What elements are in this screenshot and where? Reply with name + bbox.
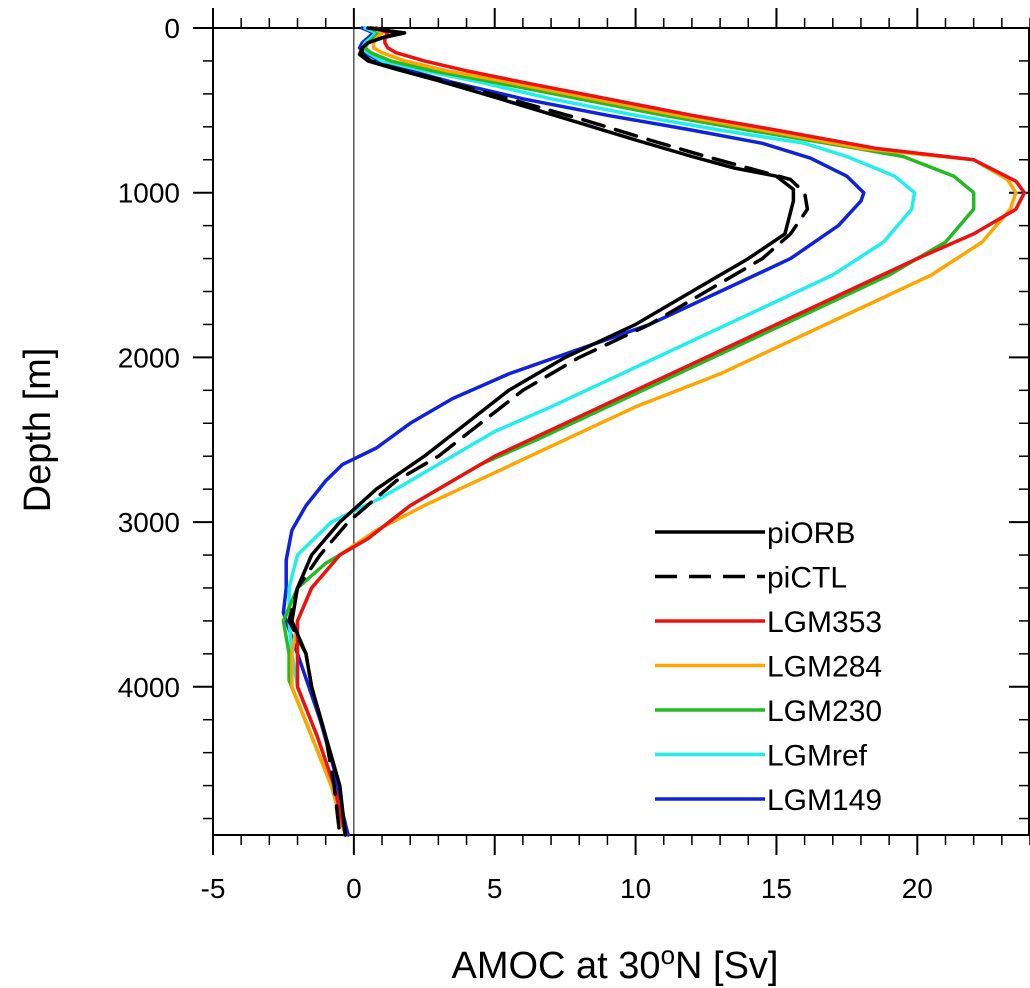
y-tick-label: 1000	[118, 178, 180, 209]
legend-label-lgm230: LGM230	[767, 695, 882, 728]
legend: piORB piCTL LGM353 LGM284 LGM230 LGMref LGM149	[655, 517, 882, 817]
legend-label-piorb: piORB	[767, 517, 855, 550]
series-line-lgm353	[295, 26, 1027, 837]
y-tick-label: 4000	[118, 672, 180, 703]
legend-label-lgmref: LGMref	[767, 740, 868, 773]
axis-ticks	[193, 8, 1030, 855]
series-layer	[281, 26, 1027, 837]
x-tick-label: 20	[902, 873, 933, 904]
y-tick-label: 2000	[118, 342, 180, 373]
y-tick-label: 3000	[118, 507, 180, 538]
x-tick-label: 5	[487, 873, 503, 904]
series-line-lgm230	[281, 26, 976, 837]
x-axis-title: AMOC at 30oN [Sv]	[451, 940, 778, 987]
x-tick-label: -5	[201, 873, 226, 904]
y-tick-label: 0	[164, 13, 180, 44]
x-tick-label: 10	[620, 873, 651, 904]
y-axis-title: Depth [m]	[17, 348, 59, 513]
x-tick-label: 15	[761, 873, 792, 904]
legend-label-pictl: piCTL	[767, 562, 847, 595]
x-tick-label: 0	[346, 873, 362, 904]
plot-frame	[212, 27, 1030, 836]
series-line-piorb	[290, 26, 796, 837]
legend-label-lgm353: LGM353	[767, 606, 882, 639]
legend-label-lgm284: LGM284	[767, 651, 882, 684]
series-line-lgmref	[287, 26, 917, 837]
axis-tick-labels: -5 0 5 10 15 20 0 1000 2000 3000 4000	[118, 13, 933, 904]
legend-label-lgm149: LGM149	[767, 784, 882, 817]
plot-area	[212, 27, 1030, 836]
